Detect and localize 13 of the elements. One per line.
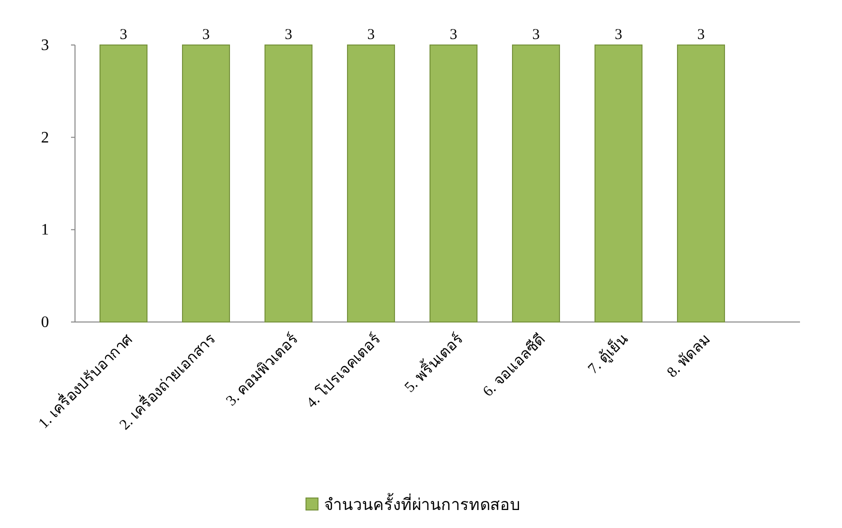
data-label: 3	[614, 27, 622, 43]
data-label: 3	[697, 27, 705, 43]
data-label: 3	[284, 27, 292, 43]
data-label: 3	[202, 27, 210, 43]
y-tick-label: 1	[41, 222, 49, 239]
data-label: 3	[367, 27, 375, 43]
data-label: 3	[532, 27, 540, 43]
legend-label: จำนวนครั้งที่ผ่านการทดสอบ	[324, 493, 520, 514]
y-tick-label: 2	[41, 129, 49, 146]
y-tick-label: 0	[41, 314, 49, 331]
data-label: 3	[450, 27, 458, 43]
y-tick-label: 3	[41, 37, 49, 54]
data-label: 3	[120, 27, 128, 43]
